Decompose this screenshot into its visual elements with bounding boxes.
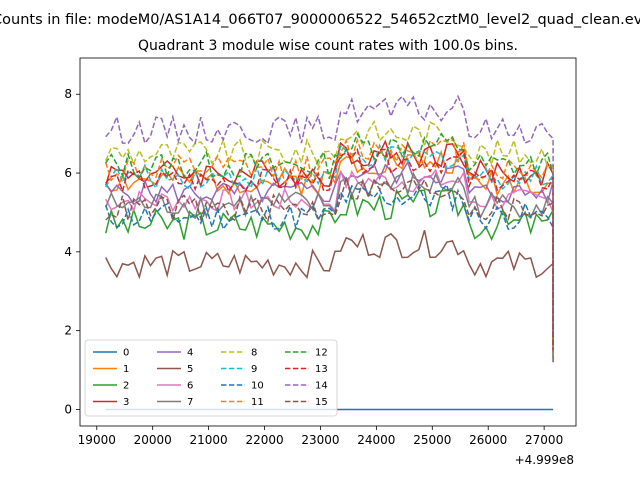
x-tick-label: 24000 xyxy=(357,433,395,447)
series-line-14 xyxy=(105,94,554,335)
series-line-2 xyxy=(104,188,554,359)
y-tick-label: 0 xyxy=(64,402,72,416)
legend-label-7: 7 xyxy=(187,397,193,408)
y-tick-label: 6 xyxy=(64,166,72,180)
series-line-7 xyxy=(105,171,554,359)
x-offset-label: +4.999e8 xyxy=(515,453,574,467)
legend-label-3: 3 xyxy=(123,397,129,408)
legend-label-14: 14 xyxy=(315,381,328,392)
legend-label-8: 8 xyxy=(251,348,257,359)
legend-label-4: 4 xyxy=(187,348,193,359)
legend-label-11: 11 xyxy=(251,397,264,408)
y-tick-label: 4 xyxy=(64,245,72,259)
series-line-13 xyxy=(105,147,554,347)
x-tick-label: 19000 xyxy=(78,433,116,447)
y-axis: 0 2 4 6 8 xyxy=(64,87,80,416)
x-axis: 19000 20000 21000 22000 23000 24000 25000 26000… xyxy=(78,426,563,447)
legend-label-15: 15 xyxy=(315,397,328,408)
legend-label-5: 5 xyxy=(187,364,193,375)
y-tick-label: 8 xyxy=(64,87,72,101)
legend-label-13: 13 xyxy=(315,364,328,375)
series-line-8 xyxy=(105,119,554,343)
figure-suptitle: Counts in file: modeM0/AS1A14_066T07_900… xyxy=(0,12,640,28)
legend-label-6: 6 xyxy=(187,381,193,392)
legend-box xyxy=(84,339,338,417)
legend-label-1: 1 xyxy=(123,364,129,375)
x-tick-label: 25000 xyxy=(413,433,451,447)
series-line-12 xyxy=(105,132,554,339)
x-tick-label: 27000 xyxy=(525,433,563,447)
axes-frame xyxy=(79,57,577,427)
series-line-15 xyxy=(105,175,554,351)
series-line-5 xyxy=(105,229,554,363)
series-line-6 xyxy=(105,168,554,355)
series-line-9 xyxy=(105,143,554,351)
x-tick-label: 26000 xyxy=(469,433,507,447)
x-tick-label: 20000 xyxy=(134,433,172,447)
series-group xyxy=(104,94,554,411)
y-tick-label: 2 xyxy=(64,324,72,338)
legend-label-9: 9 xyxy=(251,364,257,375)
series-line-4 xyxy=(105,160,554,347)
legend-label-12: 12 xyxy=(315,348,328,359)
chart-title: Quadrant 3 module wise count rates with … xyxy=(138,38,518,54)
legend-label-2: 2 xyxy=(123,381,129,392)
legend-label-10: 10 xyxy=(251,381,264,392)
legend-label-0: 0 xyxy=(123,348,129,359)
series-line-10 xyxy=(104,183,554,347)
x-tick-label: 22000 xyxy=(245,433,283,447)
x-tick-label: 21000 xyxy=(190,433,228,447)
x-tick-label: 23000 xyxy=(301,433,339,447)
